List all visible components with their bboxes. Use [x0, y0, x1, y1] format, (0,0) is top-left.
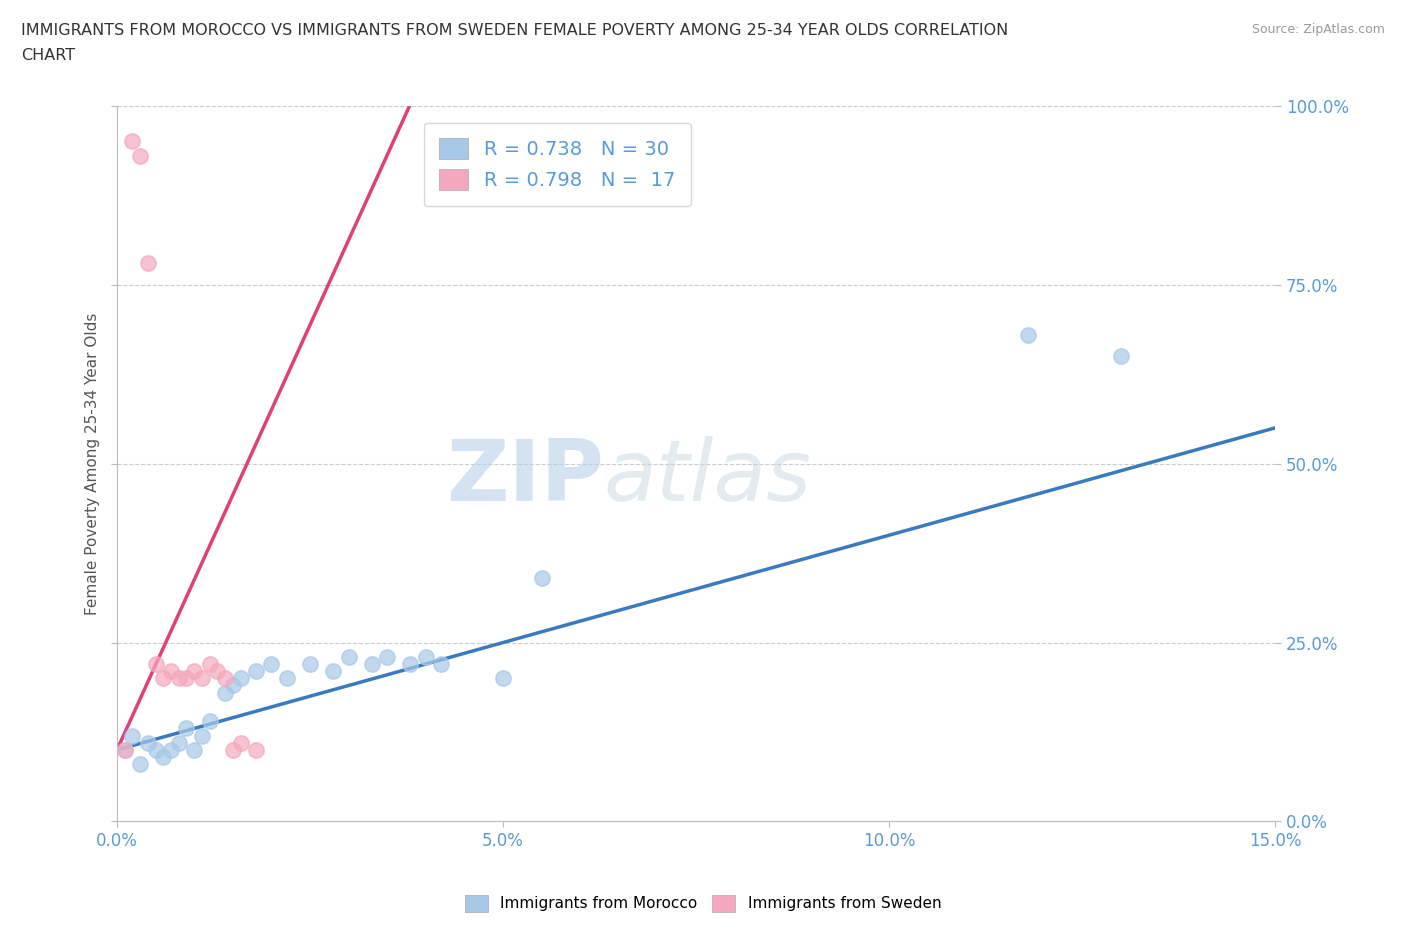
Point	[160, 664, 183, 679]
Point	[375, 649, 398, 664]
Text: CHART: CHART	[21, 48, 75, 63]
Point	[530, 571, 553, 586]
Point	[276, 671, 298, 685]
Y-axis label: Female Poverty Among 25-34 Year Olds: Female Poverty Among 25-34 Year Olds	[86, 312, 100, 615]
Point	[214, 685, 236, 700]
Point	[121, 728, 143, 743]
Point	[214, 671, 236, 685]
Point	[121, 134, 143, 149]
Legend: Immigrants from Morocco, Immigrants from Sweden: Immigrants from Morocco, Immigrants from…	[458, 889, 948, 918]
Point	[145, 657, 167, 671]
Point	[114, 742, 136, 757]
Text: atlas: atlas	[603, 436, 811, 520]
Point	[191, 728, 214, 743]
Point	[207, 664, 229, 679]
Point	[260, 657, 283, 671]
Text: IMMIGRANTS FROM MOROCCO VS IMMIGRANTS FROM SWEDEN FEMALE POVERTY AMONG 25-34 YEA: IMMIGRANTS FROM MOROCCO VS IMMIGRANTS FR…	[21, 23, 1008, 38]
Point	[198, 714, 221, 729]
Point	[322, 664, 344, 679]
Point	[114, 742, 136, 757]
Point	[399, 657, 422, 671]
Point	[299, 657, 322, 671]
Point	[152, 750, 174, 764]
Point	[145, 742, 167, 757]
Point	[198, 657, 221, 671]
Point	[222, 742, 245, 757]
Point	[183, 742, 205, 757]
Point	[136, 256, 159, 271]
Point	[160, 742, 183, 757]
Point	[430, 657, 453, 671]
Point	[152, 671, 174, 685]
Point	[222, 678, 245, 693]
Point	[245, 742, 267, 757]
Legend: R = 0.738   N = 30, R = 0.798   N =  17: R = 0.738 N = 30, R = 0.798 N = 17	[423, 123, 690, 206]
Point	[415, 649, 437, 664]
Text: ZIP: ZIP	[446, 436, 603, 520]
Point	[229, 736, 252, 751]
Point	[129, 757, 152, 772]
Point	[167, 671, 190, 685]
Text: Source: ZipAtlas.com: Source: ZipAtlas.com	[1251, 23, 1385, 36]
Point	[191, 671, 214, 685]
Point	[229, 671, 252, 685]
Point	[176, 671, 198, 685]
Point	[492, 671, 515, 685]
Point	[337, 649, 360, 664]
Point	[1017, 327, 1039, 342]
Point	[1109, 349, 1132, 364]
Point	[360, 657, 382, 671]
Point	[167, 736, 190, 751]
Point	[176, 721, 198, 736]
Point	[129, 149, 152, 164]
Point	[183, 664, 205, 679]
Point	[245, 664, 267, 679]
Point	[136, 736, 159, 751]
